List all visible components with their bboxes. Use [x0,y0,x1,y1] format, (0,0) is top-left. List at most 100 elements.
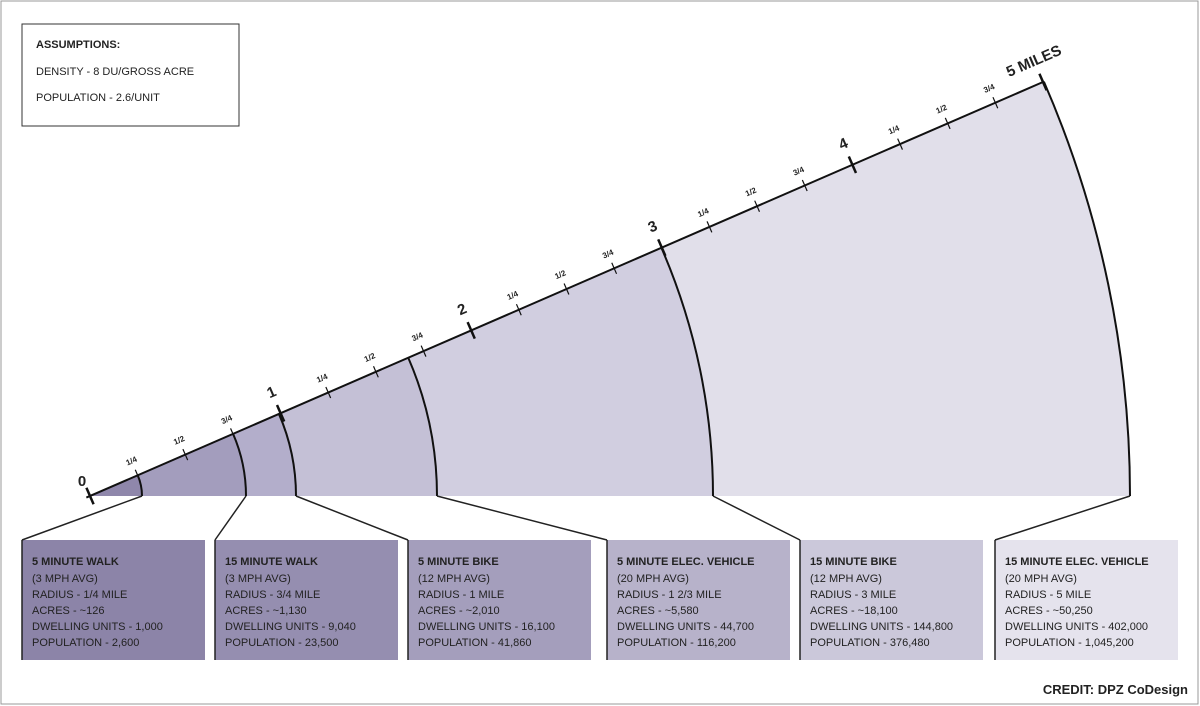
connector [994,495,1131,541]
scale-tick [944,117,951,130]
zone [278,357,437,496]
scale-label: 1/4 [315,372,329,385]
scale-label: 3/4 [410,330,424,343]
panel-title: 15 MINUTE BIKE [810,556,897,568]
panel-line: RADIUS - 3 MILE [810,589,896,601]
credit: CREDIT: DPZ CoDesign [1043,682,1188,697]
panel-line: RADIUS - 3/4 MILE [225,589,320,601]
panel-line: RADIUS - 1/4 MILE [32,589,127,601]
panel-line: DWELLING UNITS - 44,700 [617,621,754,633]
panel-line: (12 MPH AVG) [418,573,490,585]
panel-line: ACRES - ~1,130 [225,605,307,617]
scale-tick [420,345,427,357]
panel-title: 5 MINUTE WALK [32,556,119,568]
panel-line: DWELLING UNITS - 1,000 [32,621,163,633]
connector [712,495,801,541]
scale-label: 1/2 [744,185,758,198]
zone-arc [407,357,438,497]
scale-label: 3/4 [220,413,234,426]
panel-title: 5 MINUTE ELEC. VEHICLE [617,556,755,568]
assumptions-title: ASSUMPTIONS: [36,39,120,51]
scale-label: 1/4 [887,123,901,136]
panel-line: DWELLING UNITS - 16,100 [418,621,555,633]
scale-tick [85,487,95,505]
zone-arc [660,247,714,497]
scale-tick [754,200,761,212]
panel-line: DWELLING UNITS - 9,040 [225,621,356,633]
scale-line [85,81,1044,499]
zone-arc [278,413,297,497]
zone [408,247,713,496]
panel-line: ACRES - ~18,100 [810,605,898,617]
panel-box [215,540,398,660]
panel-line: RADIUS - 5 MILE [1005,589,1091,601]
connector [214,495,247,541]
panel-box [22,540,205,660]
scale-tick [1038,73,1048,91]
panel-title: 5 MINUTE BIKE [418,556,499,568]
scale-tick [706,221,713,233]
scale-tick [230,428,236,440]
scale-tick [372,366,379,378]
scale-tick [325,386,332,399]
scale-label: 1/4 [696,206,710,219]
scale-label: 3/4 [792,165,806,178]
panel-line: POPULATION - 1,045,200 [1005,637,1134,649]
panel-line: POPULATION - 116,200 [617,637,736,649]
assumption: POPULATION - 2.6/UNIT [36,92,160,104]
panel-line: RADIUS - 1 MILE [418,589,504,601]
panel-line: POPULATION - 2,600 [32,637,139,649]
panel-title: 15 MINUTE ELEC. VEHICLE [1005,556,1149,568]
scale-tick [134,469,141,482]
panel-line: ACRES - ~5,580 [617,605,699,617]
zone [233,413,296,496]
scale-tick [801,179,808,192]
zone [137,433,246,496]
connector [295,495,409,541]
panel-line: ACRES - ~126 [32,605,104,617]
scale-tick [657,238,667,257]
scale-tick [611,262,618,275]
scale-tick [992,96,999,109]
assumptions-box [21,23,240,127]
panel-line: (20 MPH AVG) [617,573,689,585]
scale-label: 3/4 [601,248,615,261]
connector [436,495,608,541]
scale-label: 1/4 [125,455,139,468]
scale-label: 3/4 [982,82,996,95]
scale-tick [275,404,286,422]
scale-tick [563,283,570,295]
panel-line: (20 MPH AVG) [1005,573,1077,585]
scale-label: 1/2 [172,434,186,447]
connector [21,495,143,541]
zone-arc [1042,81,1131,497]
panel-title: 15 MINUTE WALK [225,556,318,568]
scale-tick [847,156,858,174]
assumption: DENSITY - 8 DU/GROSS ACRE [36,66,194,78]
panel-line: (12 MPH AVG) [810,573,882,585]
scale-label: 0 [78,473,86,490]
panel-line: ACRES - ~2,010 [418,605,500,617]
scale-label: 1/2 [553,268,567,281]
panel-box [800,540,983,660]
zone [661,81,1130,496]
panel-line: DWELLING UNITS - 402,000 [1005,621,1148,633]
panel-box [607,540,790,660]
scale-label: 1/2 [935,103,949,116]
panel-line: POPULATION - 41,860 [418,637,532,649]
panel-line: POPULATION - 376,480 [810,637,930,649]
scale-tick [515,303,522,316]
scale-tick [466,321,476,340]
scale-tick [897,138,903,150]
panel-line: POPULATION - 23,500 [225,637,339,649]
panel-line: DWELLING UNITS - 144,800 [810,621,953,633]
panel-box [408,540,591,660]
panel-line: (3 MPH AVG) [32,573,98,585]
scale-label: 1/4 [506,289,520,302]
panel-line: RADIUS - 1 2/3 MILE [617,589,722,601]
panel-line: (3 MPH AVG) [225,573,291,585]
panel-line: ACRES - ~50,250 [1005,605,1093,617]
scale-label: 1/2 [363,351,377,364]
wedge [85,73,1131,505]
